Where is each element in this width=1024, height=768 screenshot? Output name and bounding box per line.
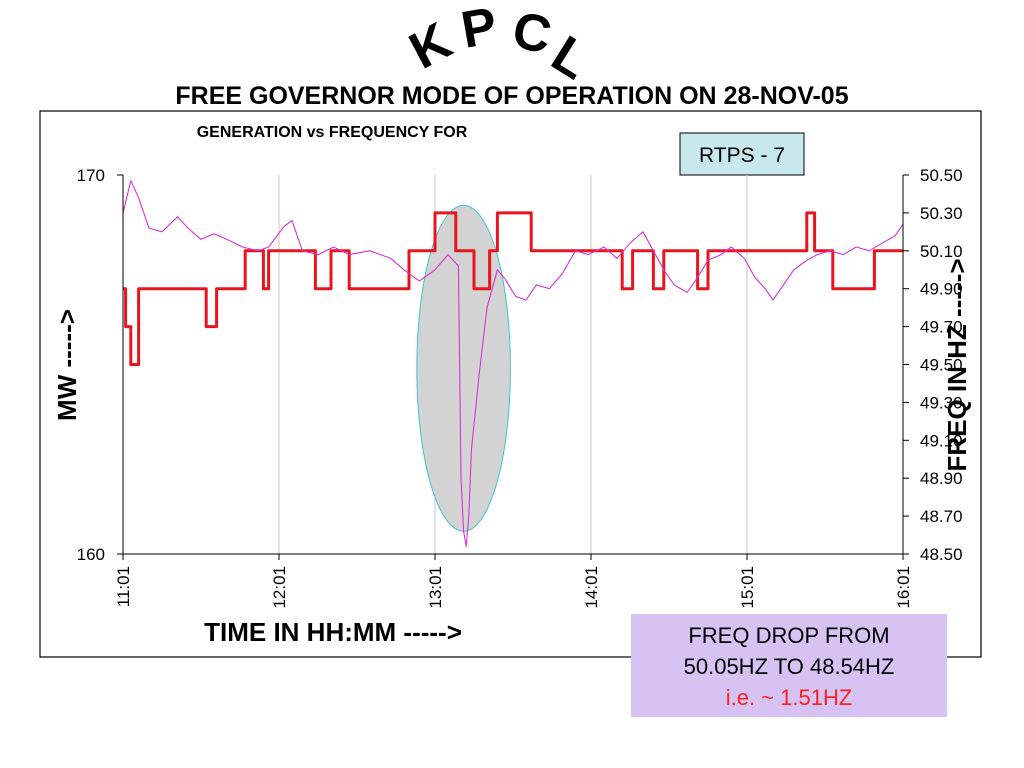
unit-tag: RTPS - 7 (679, 132, 805, 176)
series-frequency-line (122, 180, 904, 547)
brand-letter: P (457, 0, 501, 60)
series-mw-line (123, 211, 903, 366)
brand-letter: C (508, 1, 557, 66)
drop-highlight (416, 204, 511, 532)
x-tick-label: 14:01 (582, 566, 601, 609)
series-layer (122, 180, 904, 547)
tick-labels: 11:01 12:01 13:01 14:01 15:01 16:01 160 170 48.5… (77, 166, 963, 609)
x-tick-label: 15:01 (738, 566, 757, 609)
y-axis-right-label: FREQ IN HZ -----> (942, 258, 972, 471)
page-title: FREE GOVERNOR MODE OF OPERATION ON 28-NO… (175, 82, 848, 110)
y-right-tick-label: 49.70 (920, 318, 963, 337)
y-right-tick-label: 49.50 (920, 356, 963, 375)
y-right-tick-label: 49.10 (920, 431, 963, 450)
chart-title: GENERATION vs FREQUENCY FOR (197, 124, 468, 141)
annotation-line-2: 50.05HZ TO 48.54HZ (684, 654, 895, 679)
annotation-box: FREQ DROP FROM 50.05HZ TO 48.54HZ i.e. ~… (631, 614, 947, 717)
x-tick-label: 12:01 (270, 566, 289, 609)
y-right-tick-label: 50.30 (920, 204, 963, 223)
x-axis-label: TIME IN HH:MM -----> (204, 617, 462, 647)
y-left-tick-label: 160 (77, 545, 105, 564)
annotation-line-3: i.e. ~ 1.51HZ (726, 685, 853, 710)
y-right-tick-label: 48.90 (920, 469, 963, 488)
drop-ellipse (416, 204, 511, 532)
x-tick-label: 16:01 (894, 566, 913, 609)
y-right-tick-label: 50.10 (920, 242, 963, 261)
y-right-tick-label: 49.30 (920, 393, 963, 412)
y-left-tick-label: 170 (77, 166, 105, 185)
unit-tag-label: RTPS - 7 (699, 144, 785, 167)
y-right-tick-label: 48.70 (920, 507, 963, 526)
x-tick-label: 13:01 (426, 566, 445, 609)
y-right-tick-label: 50.50 (920, 166, 963, 185)
brand-letter: K (400, 12, 461, 81)
x-tick-label: 11:01 (114, 566, 133, 607)
annotation-line-1: FREQ DROP FROM (688, 623, 889, 648)
y-right-tick-label: 48.50 (920, 545, 963, 564)
y-right-tick-label: 49.90 (920, 280, 963, 299)
y-axis-left-label: MW -----> (52, 309, 82, 421)
brand-logo: KP CL (400, 0, 599, 91)
